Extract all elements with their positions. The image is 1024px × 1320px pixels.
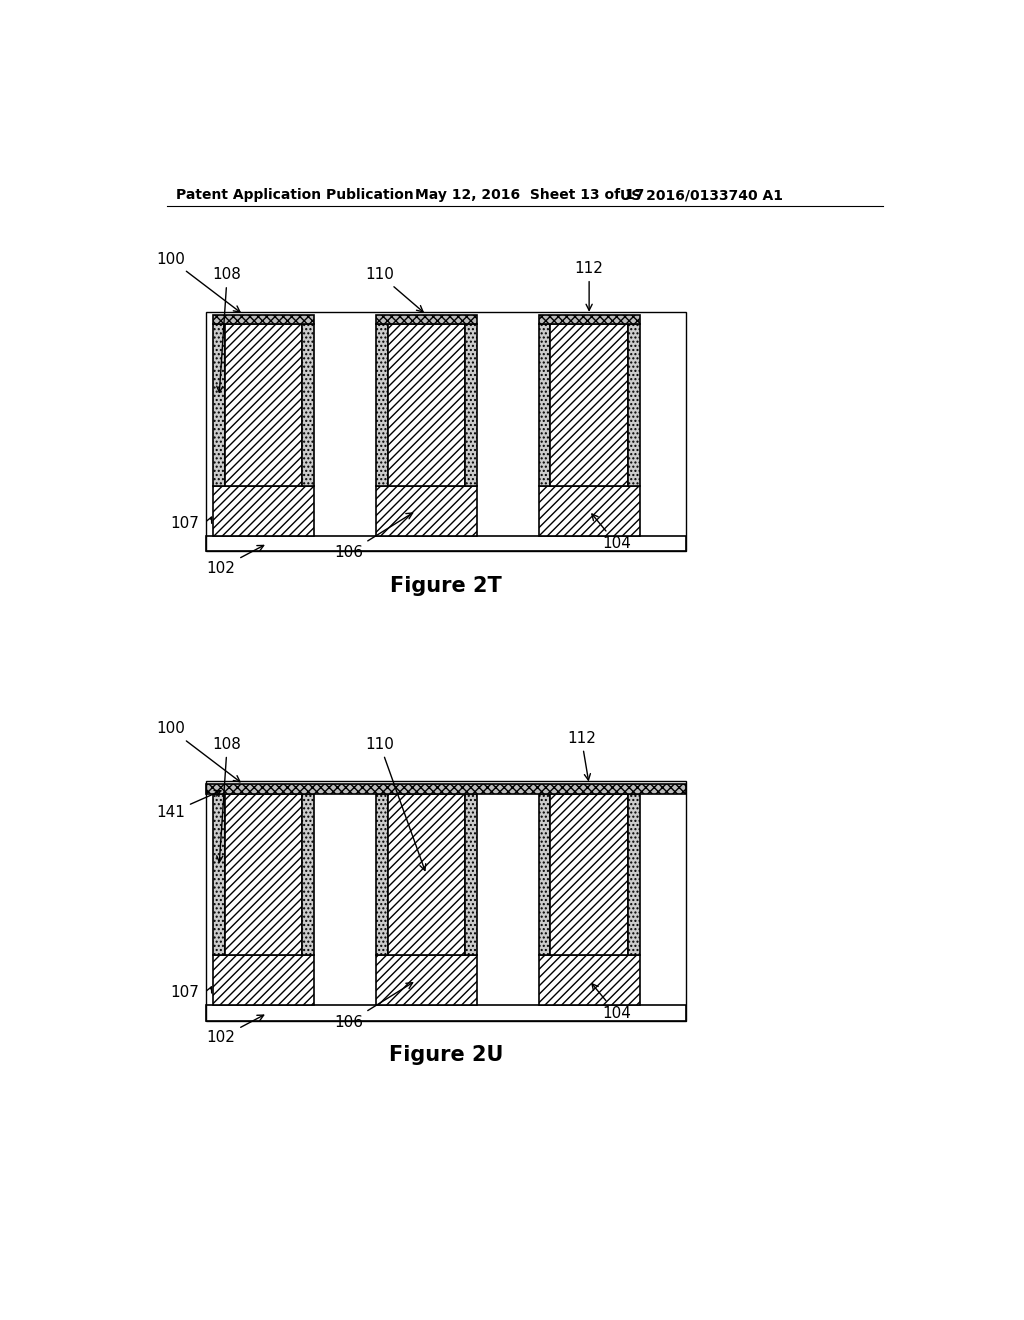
Bar	[388, 793, 465, 956]
Text: 141: 141	[157, 791, 221, 821]
Bar	[213, 486, 314, 536]
Text: 102: 102	[207, 545, 263, 576]
Bar	[465, 323, 477, 486]
Text: 106: 106	[335, 982, 413, 1030]
Bar	[550, 323, 628, 486]
Text: 107: 107	[170, 516, 200, 531]
Text: US 2016/0133740 A1: US 2016/0133740 A1	[621, 189, 783, 202]
Bar	[376, 486, 477, 536]
Bar	[628, 323, 640, 486]
Text: 110: 110	[366, 267, 423, 312]
Bar	[206, 312, 686, 552]
Bar	[376, 314, 477, 323]
Bar	[213, 956, 314, 1006]
Text: 100: 100	[157, 252, 240, 312]
Text: 100: 100	[157, 722, 240, 781]
Bar	[302, 323, 314, 486]
Bar	[539, 323, 550, 486]
Bar	[225, 323, 302, 486]
Bar	[376, 793, 388, 956]
Bar	[550, 793, 628, 956]
Text: 108: 108	[213, 737, 242, 862]
Text: 112: 112	[574, 261, 603, 310]
Text: 104: 104	[592, 983, 631, 1020]
Text: 110: 110	[366, 737, 426, 870]
Bar	[213, 793, 225, 956]
Text: Figure 2U: Figure 2U	[388, 1045, 503, 1065]
Text: 108: 108	[213, 267, 242, 392]
Bar	[213, 314, 314, 323]
Bar	[628, 793, 640, 956]
Bar	[206, 536, 686, 552]
Text: 106: 106	[335, 513, 413, 560]
Text: Patent Application Publication: Patent Application Publication	[176, 189, 414, 202]
Bar	[206, 781, 686, 1020]
Bar	[539, 793, 550, 956]
Text: 107: 107	[170, 986, 200, 1001]
Bar	[213, 323, 225, 486]
Bar	[539, 486, 640, 536]
Bar	[376, 323, 388, 486]
Bar	[206, 784, 686, 793]
Text: 102: 102	[207, 1015, 263, 1045]
Text: Figure 2T: Figure 2T	[390, 576, 502, 595]
Bar	[302, 793, 314, 956]
Bar	[465, 793, 477, 956]
Text: 112: 112	[567, 731, 596, 780]
Bar	[539, 314, 640, 323]
Bar	[206, 1006, 686, 1020]
Text: 104: 104	[592, 513, 631, 550]
Bar	[225, 793, 302, 956]
Bar	[388, 323, 465, 486]
Text: May 12, 2016  Sheet 13 of 17: May 12, 2016 Sheet 13 of 17	[415, 189, 644, 202]
Bar	[539, 956, 640, 1006]
Bar	[376, 956, 477, 1006]
